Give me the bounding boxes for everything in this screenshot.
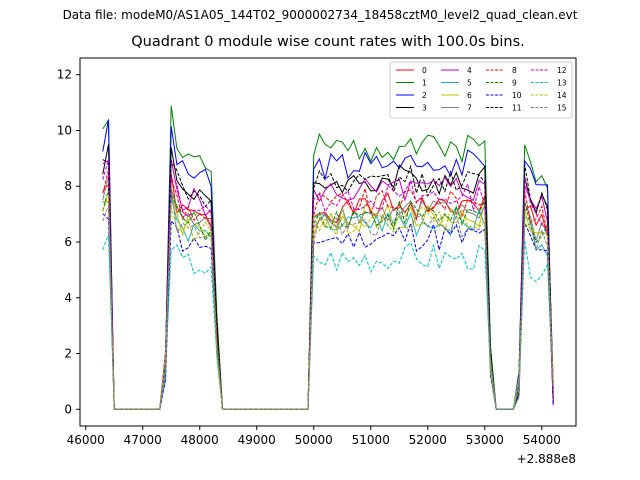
ticks-layer: 46000 47000 48000 49000 50000 51000 52000 53000… (57, 68, 561, 447)
x-tick-label: 47000 (124, 433, 162, 447)
y-tick-label: 8 (64, 179, 72, 193)
series-line-2 (102, 119, 554, 410)
y-tick-label: 10 (57, 123, 72, 137)
x-tick-label: 50000 (295, 433, 333, 447)
legend-label-8: 8 (512, 66, 517, 75)
series-line-9 (102, 188, 554, 410)
legend-label-9: 9 (512, 79, 517, 88)
series-line-15 (102, 188, 554, 410)
x-tick-label: 53000 (466, 433, 504, 447)
legend-label-0: 0 (422, 66, 427, 75)
x-tick-label: 48000 (181, 433, 219, 447)
series-line-6 (102, 193, 554, 410)
y-tick-label: 2 (64, 347, 72, 361)
legend-label-14: 14 (557, 91, 567, 100)
series-layer (102, 105, 554, 410)
legend-label-10: 10 (512, 91, 522, 100)
legend-label-11: 11 (512, 104, 522, 113)
y-tick-label: 0 (64, 402, 72, 416)
y-tick-label: 6 (64, 235, 72, 249)
series-line-5 (102, 197, 554, 410)
series-line-13 (102, 234, 554, 410)
x-tick-label: 54000 (523, 433, 561, 447)
y-tick-label: 4 (64, 291, 72, 305)
x-tick-label: 51000 (352, 433, 390, 447)
figure-suptitle: Data file: modeM0/AS1A05_144T02_90000027… (62, 8, 578, 22)
y-tick-label: 12 (57, 68, 72, 82)
series-line-4 (102, 159, 554, 410)
legend-label-6: 6 (467, 91, 472, 100)
series-line-12 (102, 159, 554, 410)
legend-label-13: 13 (557, 79, 567, 88)
series-line-11 (102, 159, 554, 410)
legend-label-1: 1 (422, 79, 427, 88)
legend-label-3: 3 (422, 104, 427, 113)
x-tick-label: 52000 (409, 433, 447, 447)
legend-label-5: 5 (467, 79, 472, 88)
x-tick-label: 46000 (67, 433, 105, 447)
legend-label-15: 15 (557, 104, 567, 113)
x-tick-label: 49000 (238, 433, 276, 447)
series-line-0 (102, 173, 554, 410)
chart-title: Quadrant 0 module wise count rates with … (131, 34, 525, 50)
legend-label-2: 2 (422, 91, 427, 100)
series-line-8 (102, 169, 554, 410)
series-line-1 (102, 105, 554, 410)
legend-label-12: 12 (557, 66, 567, 75)
legend-label-7: 7 (467, 104, 472, 113)
legend-label-4: 4 (467, 66, 472, 75)
x-axis-offset-label: +2.888e8 (516, 452, 576, 466)
legend-box (389, 61, 573, 119)
